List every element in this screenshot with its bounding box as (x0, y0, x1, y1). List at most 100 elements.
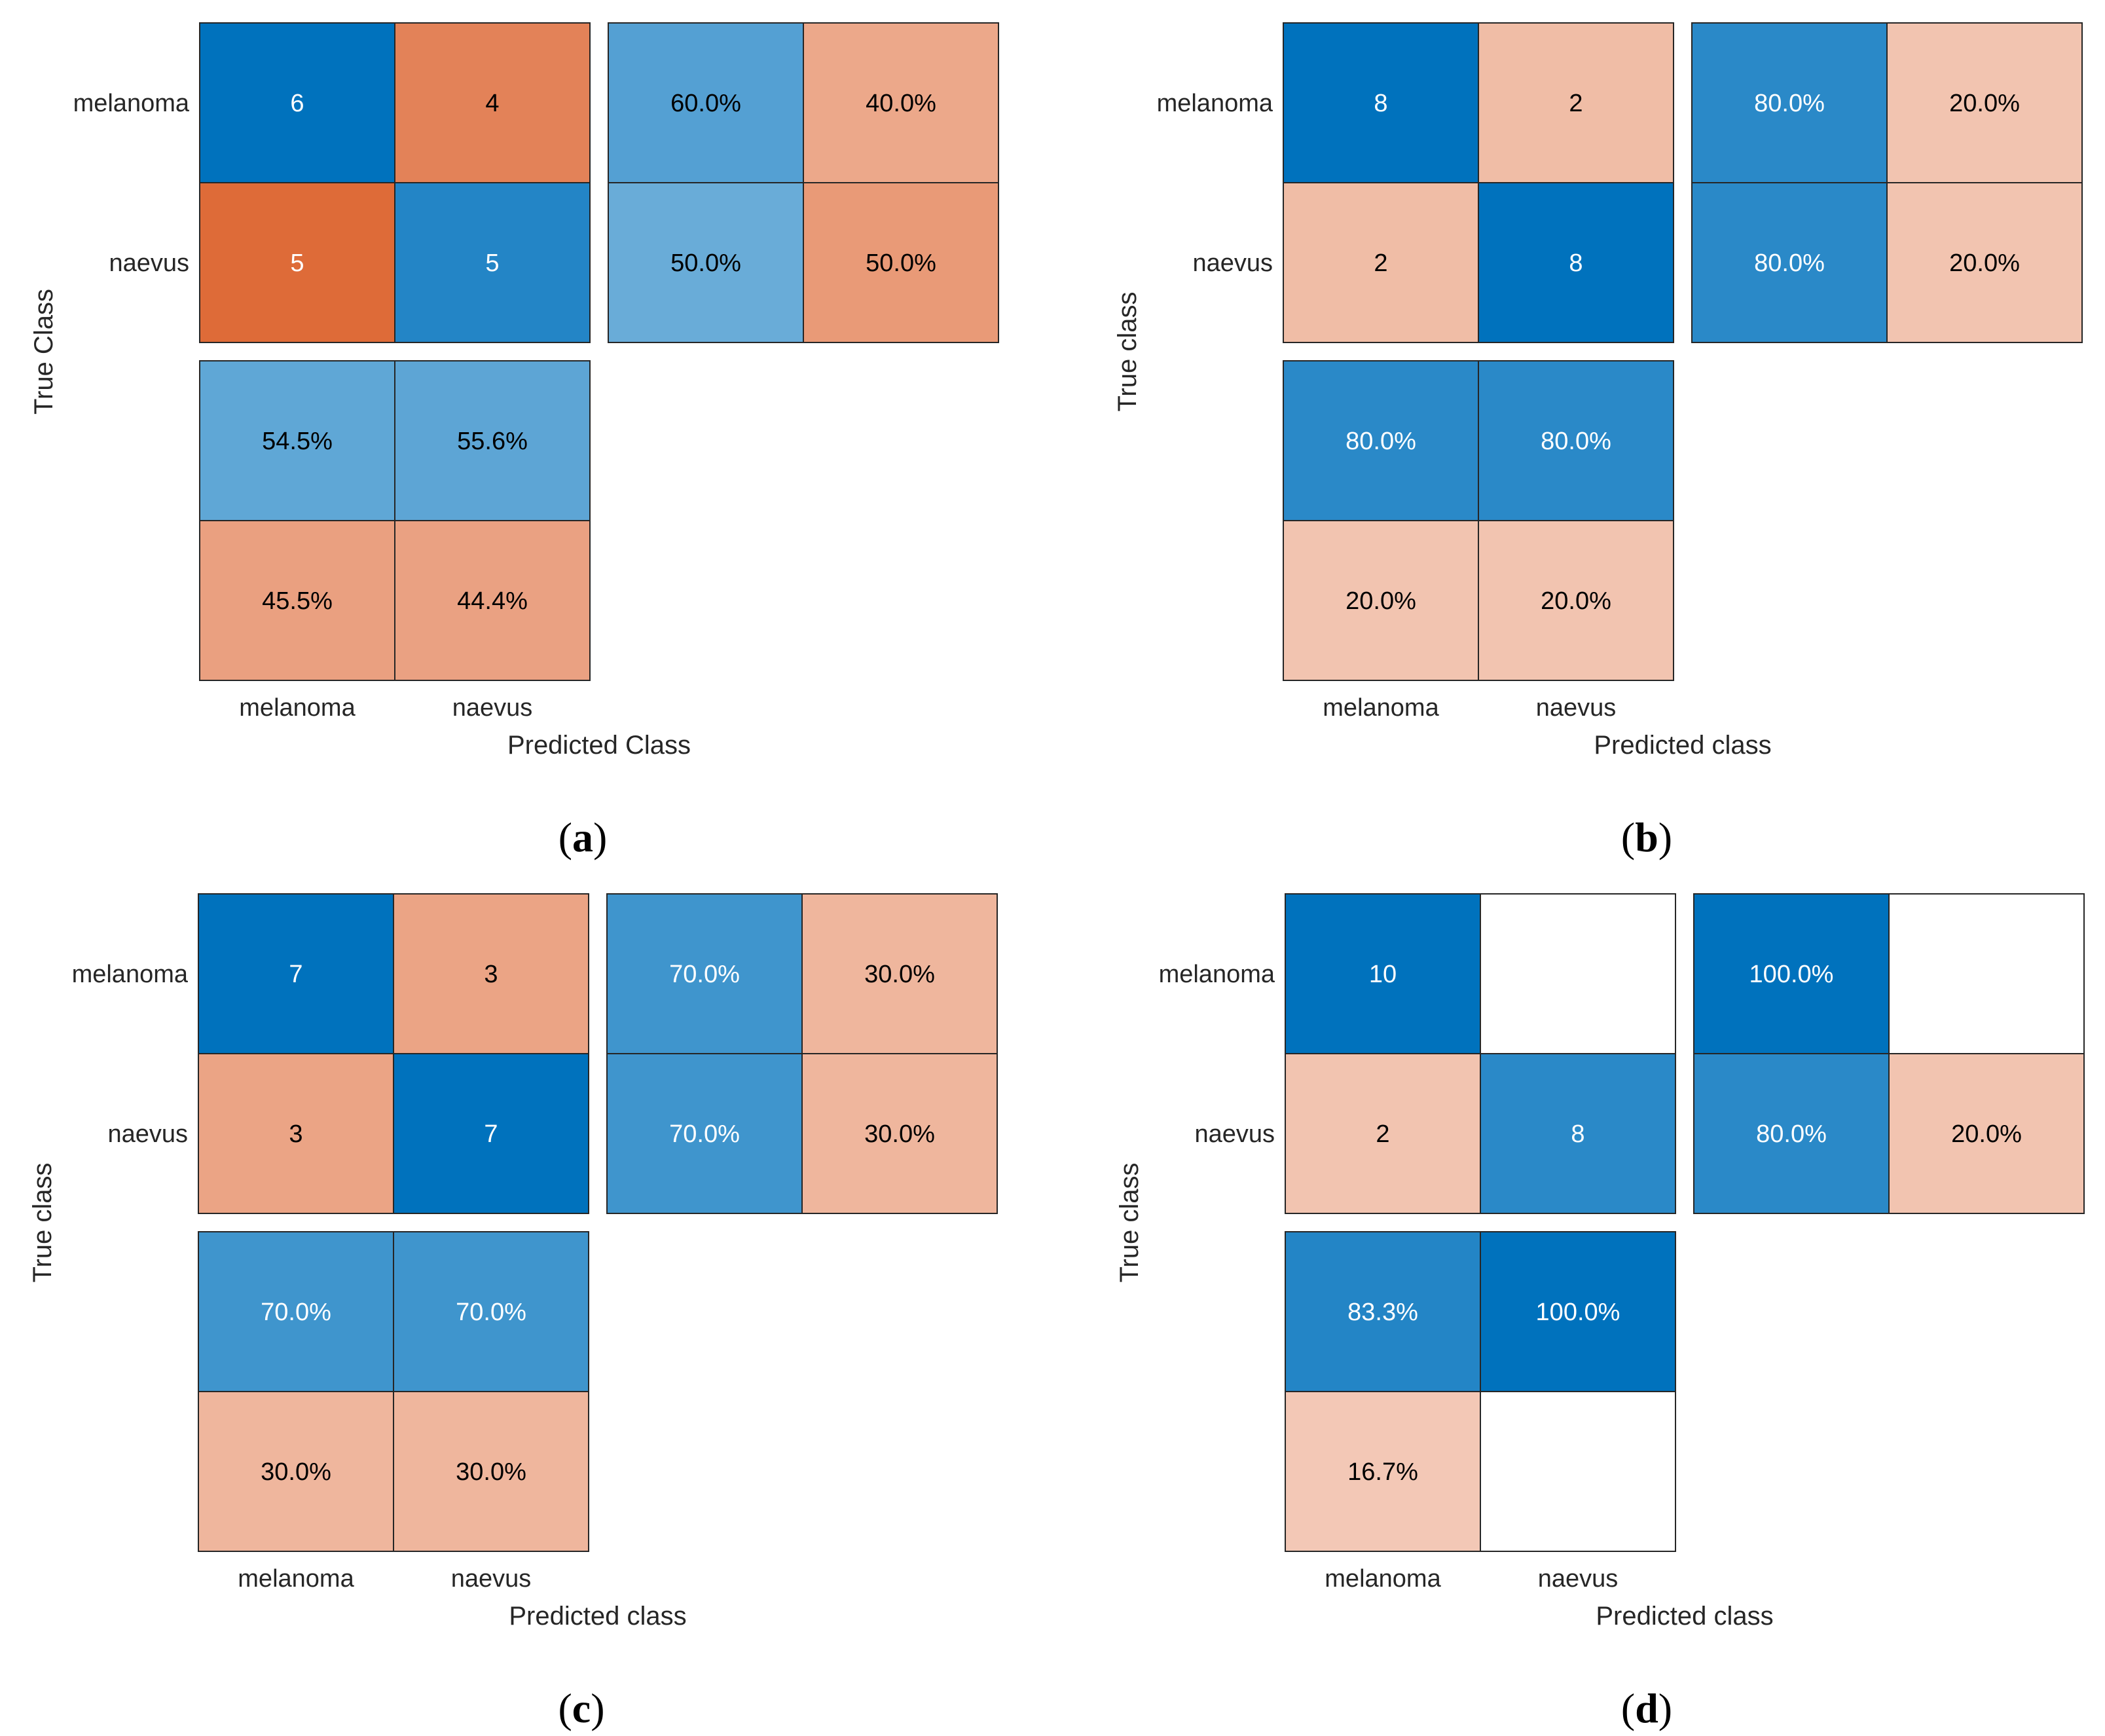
x-tick-label: naevus (1536, 694, 1617, 722)
y-tick-label: naevus (107, 1120, 188, 1148)
matrix-cell-1-1-label: 8 (1569, 249, 1583, 277)
column-summary-cell-0-1 (394, 360, 591, 521)
confusion-panel-d: 10 2 8 100.0% 80.0% 20.0% 83.3% 100.0% 16.7% mela… (1115, 893, 2085, 1731)
column-summary-cell-0-1-label: 100.0% (1536, 1299, 1620, 1326)
matrix-cell-0-1 (1480, 893, 1676, 1054)
column-summary-cell-1-1-label: 20.0% (1541, 587, 1611, 615)
column-summary-cell-1-1-label: 44.4% (457, 587, 528, 615)
y-tick-label: melanoma (73, 90, 190, 117)
row-summary-cell-0-0 (1693, 893, 1890, 1054)
row-summary-cell-0-0-label: 80.0% (1754, 90, 1825, 117)
matrix-cell-0-0-label: 6 (290, 90, 304, 117)
y-axis-label: True class (1113, 291, 1142, 411)
matrix-cell-0-1-label: 4 (485, 90, 499, 117)
row-summary-cell-0-1-label: 20.0% (1949, 90, 2020, 117)
column-summary-cell-0-0-label: 80.0% (1345, 428, 1416, 455)
row-summary-cell-1-1-label: 20.0% (1951, 1120, 2022, 1148)
row-summary-cell-0-1-label: 30.0% (864, 961, 935, 988)
column-summary-cell-1-0 (198, 1391, 394, 1552)
matrix-cell-1-1-label: 8 (1571, 1120, 1584, 1148)
column-summary-cell-1-0-label: 30.0% (261, 1458, 331, 1486)
column-summary-cell-0-1 (1480, 1231, 1676, 1392)
matrix-cell-1-0 (1285, 1053, 1481, 1214)
row-summary-cell-1-0 (1693, 1053, 1890, 1214)
row-summary-cell-0-0 (1691, 22, 1888, 183)
x-axis-label: Predicted Class (507, 731, 691, 760)
column-summary-cell-0-0 (1283, 360, 1479, 521)
column-summary-cell-0-1 (1478, 360, 1674, 521)
x-tick-label: melanoma (1325, 1565, 1441, 1593)
row-summary-cell-0-1 (803, 22, 999, 183)
matrix-cell-0-0 (198, 893, 394, 1054)
row-summary-cell-1-0-label: 80.0% (1754, 249, 1825, 277)
row-summary-cell-1-0-label: 80.0% (1756, 1120, 1827, 1148)
matrix-cell-1-0-label: 3 (289, 1120, 302, 1148)
panel-label: (b) (1621, 814, 1672, 860)
y-tick-label: melanoma (1157, 90, 1273, 117)
column-summary-cell-0-0-label: 70.0% (261, 1299, 331, 1326)
column-summary-cell-0-1-label: 55.6% (457, 428, 528, 455)
row-summary-cell-0-1 (1886, 22, 2083, 183)
matrix-cell-0-1 (1478, 22, 1674, 183)
row-summary-cell-1-1-label: 20.0% (1949, 249, 2020, 277)
x-axis-label: Predicted class (509, 1602, 686, 1631)
x-tick-label: melanoma (1323, 694, 1439, 722)
x-tick-label: melanoma (238, 1565, 354, 1593)
column-summary-cell-0-0-label: 83.3% (1347, 1299, 1418, 1326)
matrix-cell-0-1 (393, 893, 589, 1054)
matrix-cell-1-0-label: 2 (1374, 249, 1387, 277)
matrix-cell-0-0 (1285, 893, 1481, 1054)
column-summary-cell-1-1 (1480, 1391, 1676, 1552)
matrix-cell-1-1 (1480, 1053, 1676, 1214)
panel-label: (a) (558, 814, 608, 860)
row-summary-cell-0-0-label: 70.0% (669, 961, 740, 988)
column-summary-cell-1-0-label: 20.0% (1345, 587, 1416, 615)
x-axis-label: Predicted class (1596, 1602, 1773, 1631)
row-summary-cell-1-0 (608, 182, 804, 343)
column-summary-cell-1-1 (393, 1391, 589, 1552)
column-summary-cell-1-1 (394, 520, 591, 681)
row-summary-cell-1-1-label: 50.0% (866, 249, 936, 277)
confusion-panel-b: 8 2 2 8 80.0% 20.0% 80.0% 20.0% 80.0% 80.0% 20.0% 2… (1113, 22, 2083, 860)
y-axis-label: True class (28, 1162, 57, 1282)
matrix-cell-1-1 (394, 182, 591, 343)
row-summary-cell-1-1 (1888, 1053, 2085, 1214)
row-summary-cell-0-0 (608, 22, 804, 183)
y-tick-label: naevus (1192, 249, 1273, 277)
column-summary-cell-1-0 (1285, 1391, 1481, 1552)
matrix-cell-1-1 (393, 1053, 589, 1214)
row-summary-cell-0-0-label: 100.0% (1749, 961, 1834, 988)
row-summary-cell-0-1-label: 40.0% (866, 90, 936, 117)
column-summary-cell-1-1-label: 30.0% (456, 1458, 526, 1486)
column-summary-cell-0-0 (1285, 1231, 1481, 1392)
matrix-cell-0-0-label: 8 (1374, 90, 1387, 117)
y-tick-label: naevus (1194, 1120, 1275, 1148)
matrix-cell-1-0-label: 5 (290, 249, 304, 277)
column-summary-cell-1-0 (1283, 520, 1479, 681)
matrix-cell-1-0 (1283, 182, 1479, 343)
row-summary-cell-0-1 (801, 893, 998, 1054)
row-summary-cell-0-1 (1888, 893, 2085, 1054)
column-summary-cell-1-0-label: 16.7% (1347, 1458, 1418, 1486)
row-summary-cell-1-1 (1886, 182, 2083, 343)
x-tick-label: naevus (452, 694, 533, 722)
matrix-cell-1-0-label: 2 (1376, 1120, 1389, 1148)
column-summary-cell-1-1 (1478, 520, 1674, 681)
matrix-cell-0-1 (394, 22, 591, 183)
y-tick-label: melanoma (1159, 961, 1275, 988)
confusion-panel-a: 6 4 5 5 60.0% 40.0% 50.0% 50.0% 54.5% 55.6% 45.5% 4… (29, 22, 999, 860)
row-summary-cell-1-0 (606, 1053, 803, 1214)
y-axis-label: True Class (29, 289, 58, 415)
confusion-panel-c: 7 3 3 7 70.0% 30.0% 70.0% 30.0% 70.0% 70.0% 30.0% 3… (28, 893, 998, 1731)
row-summary-cell-1-1-label: 30.0% (864, 1120, 935, 1148)
column-summary-cell-0-1-label: 80.0% (1541, 428, 1611, 455)
row-summary-cell-1-0-label: 50.0% (670, 249, 741, 277)
x-axis-label: Predicted class (1594, 731, 1771, 760)
panel-label: (d) (1621, 1685, 1672, 1731)
column-summary-cell-1-0-label: 45.5% (262, 587, 333, 615)
y-axis-label: True class (1115, 1162, 1144, 1282)
matrix-cell-0-0-label: 10 (1369, 961, 1397, 988)
matrix-cell-1-1-label: 7 (484, 1120, 498, 1148)
row-summary-cell-1-1 (803, 182, 999, 343)
